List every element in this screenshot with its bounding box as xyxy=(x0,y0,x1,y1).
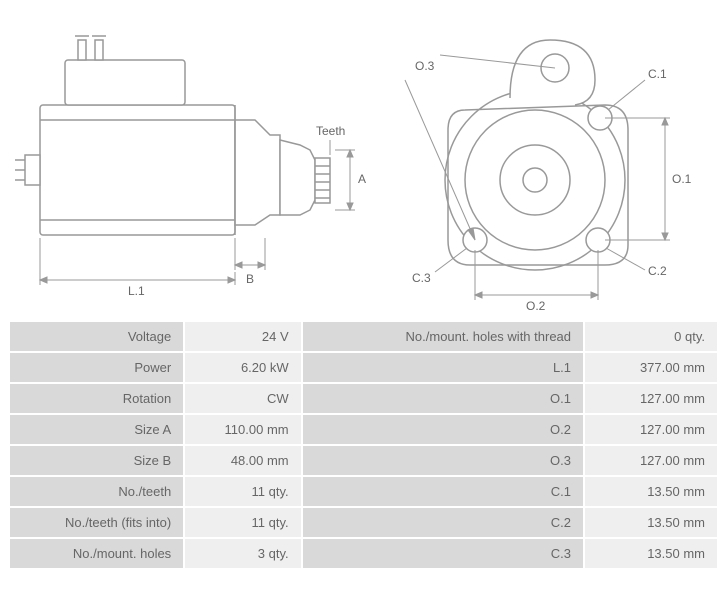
dim-label-a: A xyxy=(358,172,366,186)
spec-label-left: Power xyxy=(10,353,183,382)
dim-label-l1: L.1 xyxy=(128,284,145,298)
spec-label-left: Size A xyxy=(10,415,183,444)
table-row: Size B48.00 mmO.3127.00 mm xyxy=(10,446,717,475)
dim-label-o3: O.3 xyxy=(415,59,435,73)
spec-value-left: 48.00 mm xyxy=(185,446,300,475)
spec-value-right: 13.50 mm xyxy=(585,477,717,506)
table-row: Voltage24 VNo./mount. holes with thread0… xyxy=(10,322,717,351)
spec-value-left: 24 V xyxy=(185,322,300,351)
dim-label-c3: C.3 xyxy=(412,271,431,285)
spec-table: Voltage24 VNo./mount. holes with thread0… xyxy=(0,320,727,570)
spec-value-right: 127.00 mm xyxy=(585,446,717,475)
dim-label-teeth: Teeth xyxy=(316,124,345,138)
spec-value-left: 6.20 kW xyxy=(185,353,300,382)
table-row: Size A110.00 mmO.2127.00 mm xyxy=(10,415,717,444)
spec-label-right: C.1 xyxy=(303,477,583,506)
technical-drawings: A Teeth B L.1 xyxy=(0,0,727,320)
spec-label-left: Voltage xyxy=(10,322,183,351)
spec-label-right: O.2 xyxy=(303,415,583,444)
table-row: RotationCWO.1127.00 mm xyxy=(10,384,717,413)
dim-label-o1: O.1 xyxy=(672,172,692,186)
spec-value-right: 13.50 mm xyxy=(585,539,717,568)
spec-value-left: 110.00 mm xyxy=(185,415,300,444)
spec-value-left: 3 qty. xyxy=(185,539,300,568)
spec-label-right: O.3 xyxy=(303,446,583,475)
spec-label-right: O.1 xyxy=(303,384,583,413)
spec-label-right: No./mount. holes with thread xyxy=(303,322,583,351)
spec-value-right: 377.00 mm xyxy=(585,353,717,382)
spec-label-right: C.2 xyxy=(303,508,583,537)
spec-value-right: 13.50 mm xyxy=(585,508,717,537)
dim-label-b: B xyxy=(246,272,254,286)
table-row: No./teeth (fits into)11 qty.C.213.50 mm xyxy=(10,508,717,537)
front-view-svg: O.3 O.1 O.2 C.1 xyxy=(370,10,710,310)
spec-label-left: Rotation xyxy=(10,384,183,413)
side-view-diagram: A Teeth B L.1 xyxy=(10,10,370,320)
spec-label-left: Size B xyxy=(10,446,183,475)
dim-label-c1: C.1 xyxy=(648,67,667,81)
table-row: No./mount. holes3 qty.C.313.50 mm xyxy=(10,539,717,568)
spec-value-right: 127.00 mm xyxy=(585,415,717,444)
spec-label-left: No./teeth xyxy=(10,477,183,506)
spec-value-left: 11 qty. xyxy=(185,508,300,537)
spec-value-right: 127.00 mm xyxy=(585,384,717,413)
spec-value-left: CW xyxy=(185,384,300,413)
table-row: Power6.20 kWL.1377.00 mm xyxy=(10,353,717,382)
spec-label-right: L.1 xyxy=(303,353,583,382)
front-view-diagram: O.3 O.1 O.2 C.1 xyxy=(370,10,717,320)
side-view-svg: A Teeth B L.1 xyxy=(10,10,370,310)
dim-label-c2: C.2 xyxy=(648,264,667,278)
spec-value-left: 11 qty. xyxy=(185,477,300,506)
spec-table-body: Voltage24 VNo./mount. holes with thread0… xyxy=(10,322,717,568)
spec-label-left: No./mount. holes xyxy=(10,539,183,568)
table-row: No./teeth11 qty.C.113.50 mm xyxy=(10,477,717,506)
spec-value-right: 0 qty. xyxy=(585,322,717,351)
spec-label-left: No./teeth (fits into) xyxy=(10,508,183,537)
dim-label-o2: O.2 xyxy=(526,299,546,310)
spec-label-right: C.3 xyxy=(303,539,583,568)
